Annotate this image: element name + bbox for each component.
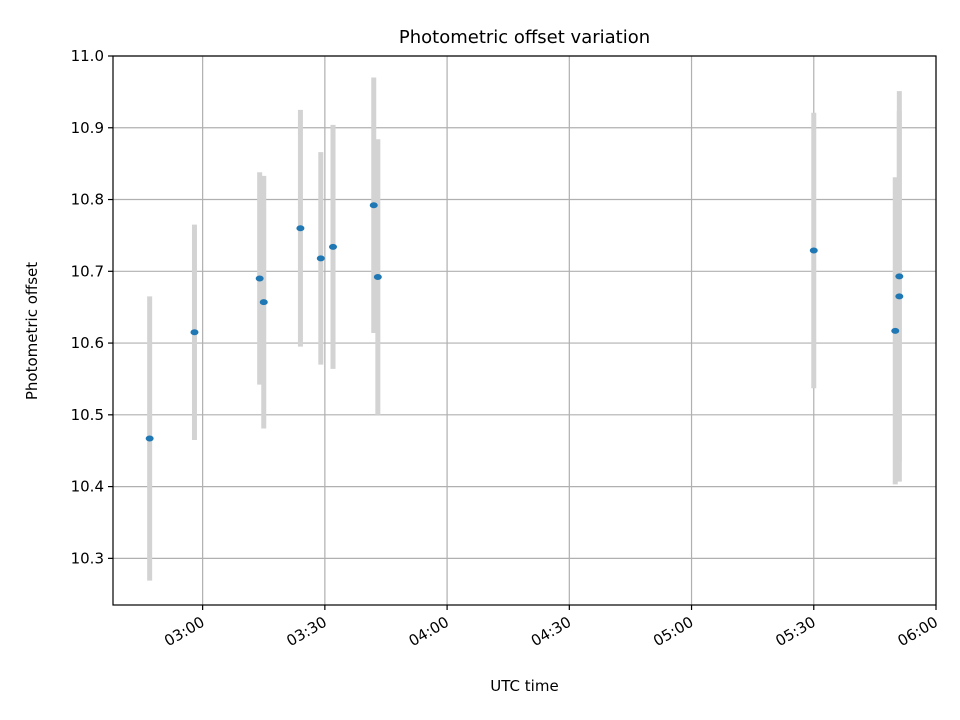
y-tick-label: 10.3 bbox=[71, 549, 104, 567]
data-point bbox=[895, 293, 904, 300]
y-tick-label: 10.8 bbox=[71, 191, 104, 209]
data-point bbox=[145, 435, 154, 442]
x-axis-label: UTC time bbox=[490, 677, 558, 695]
data-point bbox=[373, 274, 382, 281]
y-tick-label: 10.5 bbox=[71, 406, 104, 424]
chart-title: Photometric offset variation bbox=[399, 27, 650, 48]
data-point bbox=[259, 299, 268, 306]
y-tick-label: 10.7 bbox=[71, 262, 104, 280]
y-axis-label: Photometric offset bbox=[23, 262, 41, 400]
data-point bbox=[316, 255, 325, 262]
y-tick-label: 11.0 bbox=[71, 47, 104, 65]
data-point bbox=[329, 243, 338, 250]
data-point bbox=[296, 225, 305, 232]
data-point bbox=[255, 275, 264, 282]
plot-frame bbox=[112, 55, 937, 606]
data-point bbox=[809, 247, 818, 254]
y-tick-label: 10.6 bbox=[71, 334, 104, 352]
data-point bbox=[369, 202, 378, 209]
data-point bbox=[190, 329, 199, 336]
y-tick-label: 10.4 bbox=[71, 478, 104, 496]
y-axis-ticks: 10.3 10.4 10.5 10.6 10.7 10.8 10.9 11.0 bbox=[71, 47, 113, 567]
data-point bbox=[891, 327, 900, 334]
y-tick-label: 10.9 bbox=[71, 119, 104, 137]
data-points bbox=[145, 202, 904, 442]
data-point bbox=[895, 273, 904, 280]
